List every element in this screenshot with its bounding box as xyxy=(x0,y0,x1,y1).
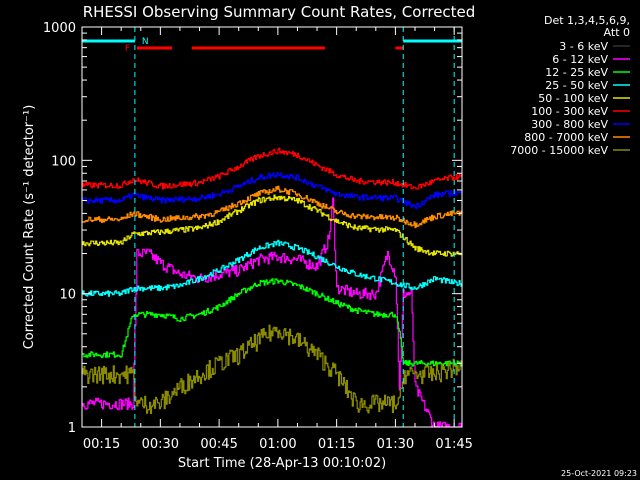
x-tick-label-2: 00:30 xyxy=(142,437,179,452)
legend-label-2: 6 - 12 keV xyxy=(552,53,608,66)
series-3 xyxy=(82,278,463,367)
series-6 xyxy=(82,147,463,190)
series-7 xyxy=(82,172,463,210)
series-9 xyxy=(82,324,463,414)
flare-flag-label: F xyxy=(125,44,130,54)
x-tick-label-1: 00:15 xyxy=(83,437,120,452)
legend-label-1: 3 - 6 keV xyxy=(559,40,608,53)
legend-header-1: Det 1,3,4,5,6,9, xyxy=(544,14,630,27)
series-8 xyxy=(82,185,463,229)
chart-title: RHESSI Observing Summary Count Rates, Co… xyxy=(83,3,476,21)
series-1 xyxy=(82,248,463,371)
y-tick-label-1: 1 xyxy=(68,421,76,436)
x-tick-label-4: 01:00 xyxy=(259,437,296,452)
x-tick-label-3: 00:45 xyxy=(200,437,237,452)
y-axis-label: Corrected Count Rate (s⁻¹ detector⁻¹) xyxy=(22,105,37,350)
series-2 xyxy=(82,197,462,428)
x-axis-label: Start Time (28-Apr-13 00:10:02) xyxy=(178,456,386,471)
legend-header-2: Att 0 xyxy=(604,26,630,39)
x-tick-label-6: 01:30 xyxy=(377,437,414,452)
legend-label-9: 7000 - 15000 keV xyxy=(510,144,608,157)
series-4 xyxy=(82,239,463,297)
night-flag-label: N xyxy=(142,37,149,47)
legend-label-4: 25 - 50 keV xyxy=(545,79,608,92)
axis-layer: 00:15 00:30 00:45 01:00 01:15 01:30 01:45 1 10 10… xyxy=(43,21,473,452)
legend-label-3: 12 - 25 keV xyxy=(545,66,608,79)
legend-label-8: 800 - 7000 keV xyxy=(524,131,608,144)
y-tick-label-2: 10 xyxy=(59,288,76,303)
series-5 xyxy=(82,194,463,257)
series-layer xyxy=(82,147,463,428)
plot-frame xyxy=(81,26,463,428)
legend-label-5: 50 - 100 keV xyxy=(538,92,608,105)
legend-label-6: 100 - 300 keV xyxy=(531,105,608,118)
legend-label-7: 300 - 800 keV xyxy=(531,118,608,131)
x-tick-label-7: 01:45 xyxy=(435,437,472,452)
x-tick-label-5: 01:15 xyxy=(318,437,355,452)
y-tick-label-3: 100 xyxy=(51,154,76,169)
y-tick-label-4: 1000 xyxy=(43,21,76,36)
footer-timestamp: 25-Oct-2021 09:23 xyxy=(561,469,637,478)
flag-layer: NF xyxy=(82,27,462,427)
